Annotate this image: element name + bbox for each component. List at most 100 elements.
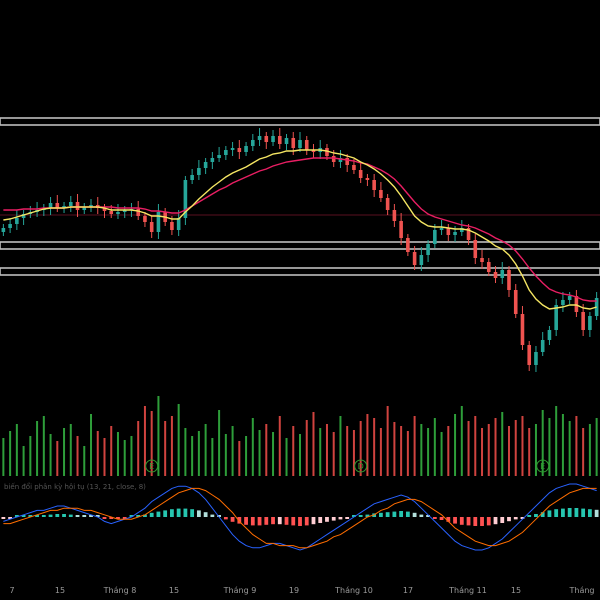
candle-body[interactable] <box>581 312 585 330</box>
candle-body[interactable] <box>197 168 201 175</box>
candle-body[interactable] <box>257 136 262 140</box>
candle-body[interactable] <box>574 296 579 312</box>
candle-body[interactable] <box>567 296 572 300</box>
candle-body[interactable] <box>493 272 498 278</box>
candle-body[interactable] <box>170 222 174 230</box>
event-marker[interactable] <box>145 459 159 473</box>
volume-bar <box>69 424 72 476</box>
candle-body[interactable] <box>284 138 289 144</box>
candle-body[interactable] <box>446 228 451 235</box>
candle-body[interactable] <box>210 158 215 162</box>
candle-body[interactable] <box>237 148 242 152</box>
candle-body[interactable] <box>547 330 552 340</box>
candle-body[interactable] <box>136 209 141 216</box>
candle-body[interactable] <box>82 207 87 210</box>
candle-body[interactable] <box>149 222 154 232</box>
candle-body[interactable] <box>230 148 235 150</box>
candle-body[interactable] <box>338 158 343 162</box>
zone-upper-support[interactable] <box>0 241 600 250</box>
candle-body[interactable] <box>385 198 390 210</box>
candle-body[interactable] <box>8 224 12 228</box>
candle-body[interactable] <box>75 202 80 210</box>
candle-body[interactable] <box>55 203 60 208</box>
candle-body[interactable] <box>143 216 147 222</box>
candle-body[interactable] <box>412 252 417 265</box>
candle-body[interactable] <box>513 290 518 314</box>
candle-body[interactable] <box>419 255 424 265</box>
volume-bar <box>467 421 470 476</box>
candle-body[interactable] <box>102 208 107 211</box>
candle-body[interactable] <box>486 262 491 272</box>
candle-body[interactable] <box>588 316 592 330</box>
candle-body[interactable] <box>277 136 282 144</box>
candle-body[interactable] <box>406 238 410 252</box>
candle-body[interactable] <box>271 136 275 142</box>
event-marker[interactable] <box>536 459 550 473</box>
candle-body[interactable] <box>439 228 444 230</box>
candle-body[interactable] <box>15 218 19 224</box>
candle-body[interactable] <box>480 258 484 262</box>
event-marker[interactable] <box>354 459 368 473</box>
candle-body[interactable] <box>365 178 370 180</box>
candle-body[interactable] <box>345 158 349 165</box>
volume-bar <box>42 416 45 476</box>
candle-body[interactable] <box>156 212 161 232</box>
candle-body[interactable] <box>264 136 269 142</box>
candle-body[interactable] <box>325 148 329 156</box>
candle-body[interactable] <box>466 228 471 240</box>
candle-body[interactable] <box>540 340 545 352</box>
histogram-bar <box>122 517 127 519</box>
candle-body[interactable] <box>1 228 6 232</box>
candle-body[interactable] <box>224 150 228 155</box>
candle-body[interactable] <box>534 352 538 365</box>
candle-body[interactable] <box>176 218 181 230</box>
candle-body[interactable] <box>500 270 505 278</box>
candle-body[interactable] <box>358 170 363 178</box>
candle-body[interactable] <box>453 232 457 235</box>
candle-body[interactable] <box>352 165 356 170</box>
candle-body[interactable] <box>379 190 383 198</box>
candle-body[interactable] <box>217 155 221 158</box>
candle-body[interactable] <box>251 140 255 146</box>
candle-body[interactable] <box>527 345 532 365</box>
candle-body[interactable] <box>190 175 194 180</box>
candle-body[interactable] <box>203 162 208 168</box>
candle-body[interactable] <box>304 140 309 150</box>
candle-body[interactable] <box>520 314 525 345</box>
candle-body[interactable] <box>399 221 403 238</box>
candle-body[interactable] <box>554 305 558 330</box>
histogram-bar <box>500 517 505 523</box>
candle-body[interactable] <box>21 214 26 218</box>
candle-body[interactable] <box>291 138 296 148</box>
zone-top-resistance[interactable] <box>0 117 600 126</box>
candle-body[interactable] <box>183 180 188 218</box>
candle-body[interactable] <box>116 212 120 214</box>
candle-body[interactable] <box>244 146 248 152</box>
candle-body[interactable] <box>68 202 73 206</box>
candle-body[interactable] <box>89 205 93 207</box>
candle-body[interactable] <box>561 300 565 305</box>
volume-bar <box>143 406 146 476</box>
candle-body[interactable] <box>426 244 430 255</box>
candle-body[interactable] <box>433 230 437 244</box>
candle-body[interactable] <box>48 203 53 208</box>
candle-body[interactable] <box>507 270 511 290</box>
candle-body[interactable] <box>298 140 302 148</box>
histogram-bar <box>547 510 552 517</box>
candle-body[interactable] <box>62 206 66 208</box>
histogram-bar <box>129 515 134 517</box>
candle-body[interactable] <box>311 150 316 152</box>
candle-body[interactable] <box>122 210 127 212</box>
candle-body[interactable] <box>459 228 464 232</box>
zone-lower-support[interactable] <box>0 267 600 276</box>
volume-bar <box>285 438 288 476</box>
candle-body[interactable] <box>473 240 478 258</box>
candle-body[interactable] <box>392 210 397 221</box>
candle-body[interactable] <box>372 180 376 190</box>
volume-bar <box>36 421 39 476</box>
histogram-bar <box>345 517 350 519</box>
candle-body[interactable] <box>109 211 114 214</box>
candle-body[interactable] <box>331 156 336 162</box>
